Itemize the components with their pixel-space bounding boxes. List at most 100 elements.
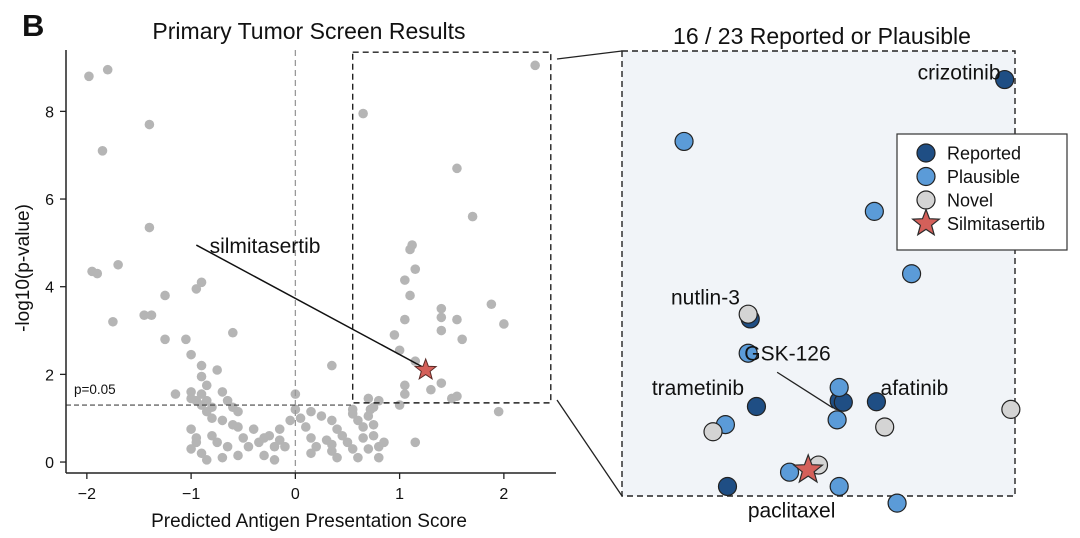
reported-point: [866, 392, 887, 412]
data-point: [486, 299, 497, 310]
data-point: [285, 415, 295, 426]
data-point: [191, 433, 202, 443]
data-point: [493, 406, 504, 417]
drug-label: crizotinib: [918, 62, 1001, 85]
data-point: [394, 345, 405, 356]
y-tick-label: 4: [45, 280, 54, 297]
drug-label: nutlin-3: [671, 287, 740, 310]
data-point: [379, 437, 389, 448]
data-point: [217, 415, 228, 426]
data-point: [212, 365, 222, 375]
data-point: [436, 378, 447, 388]
plausible-point: [887, 493, 907, 513]
data-point: [295, 413, 306, 424]
data-point: [467, 211, 478, 222]
reported-point: [717, 476, 738, 497]
x-tick-label: −1: [182, 486, 200, 503]
data-point: [327, 415, 337, 426]
y-tick-label: 2: [45, 367, 54, 384]
data-point: [363, 444, 374, 454]
data-point: [436, 312, 447, 323]
highlight-leader-line: [195, 244, 424, 368]
legend-entry-label: Novel: [947, 191, 993, 211]
drug-label: afatinib: [881, 377, 949, 400]
data-point: [400, 389, 410, 399]
data-point: [400, 275, 410, 285]
plausible-point: [864, 201, 884, 221]
legend-entry-label: Reported: [947, 144, 1021, 164]
y-tick-label: 0: [45, 455, 54, 472]
x-tick-label: 0: [291, 486, 300, 503]
legend-plausible-icon: [916, 166, 936, 187]
data-point: [144, 222, 155, 233]
y-tick-label: 6: [45, 192, 54, 209]
left-data-layer: [66, 50, 552, 473]
data-point: [405, 290, 415, 301]
reported-point: [746, 396, 767, 417]
data-point: [400, 380, 410, 391]
data-point: [394, 400, 405, 410]
data-point: [332, 452, 342, 463]
data-point: [373, 395, 384, 406]
volcano-plot: Primary Tumor Screen Results −2 −1 0 1 2 0 2 4 6…: [13, 18, 556, 532]
data-point: [97, 146, 108, 156]
drug-label: trametinib: [652, 377, 744, 400]
data-point: [233, 450, 243, 461]
data-point: [373, 452, 384, 463]
drug-label: GSK-126: [744, 342, 830, 365]
data-point: [264, 430, 275, 441]
data-point: [327, 446, 337, 456]
data-point: [222, 395, 233, 406]
reported-point: [995, 69, 1015, 90]
y-tick-label: 8: [45, 104, 54, 121]
plausible-point: [829, 476, 849, 497]
data-point: [186, 424, 196, 434]
x-tick-label: 2: [499, 486, 508, 503]
data-point: [248, 424, 259, 434]
data-point: [228, 327, 238, 338]
plausible-point: [779, 462, 800, 482]
data-point: [160, 334, 170, 345]
right-data-layer: [674, 69, 1021, 513]
data-point: [196, 277, 207, 288]
data-point: [400, 314, 410, 325]
left-x-label: Predicted Antigen Presentation Score: [151, 511, 467, 532]
data-point: [316, 411, 327, 421]
data-point: [269, 455, 280, 465]
data-point: [269, 441, 280, 452]
plausible-point: [827, 410, 847, 430]
data-point: [201, 380, 212, 391]
data-point: [457, 334, 467, 345]
data-point: [207, 430, 217, 441]
data-point: [196, 448, 207, 459]
legend-entry-label: Silmitasertib: [947, 214, 1045, 234]
plausible-point: [738, 343, 758, 363]
data-point: [84, 71, 94, 82]
legend-reported-icon: [916, 143, 936, 163]
data-point: [332, 424, 342, 434]
data-point: [201, 455, 212, 465]
left-y-label: -log10(p-value): [13, 204, 34, 332]
data-point: [160, 290, 170, 301]
data-point: [243, 441, 254, 452]
data-point: [186, 393, 196, 404]
novel-point: [738, 304, 758, 324]
x-tick-label: −2: [78, 486, 96, 503]
data-point: [207, 413, 217, 424]
data-point: [363, 393, 374, 404]
legend: Reported Plausible Novel Silmitasertib: [896, 133, 1068, 251]
data-point: [410, 437, 421, 448]
plausible-point: [674, 131, 694, 152]
data-point: [368, 419, 379, 430]
zoom-panel-frame: [621, 50, 1016, 497]
data-point: [186, 349, 196, 360]
right-title: 16 / 23 Reported or Plausible: [673, 23, 971, 49]
data-point: [233, 406, 243, 417]
data-point: [201, 395, 212, 406]
zoom-panel: 16 / 23 Reported or Plausible crizotinib…: [621, 23, 1068, 523]
legend-star-icon: [911, 207, 941, 237]
data-point: [358, 433, 368, 443]
x-tick-label: 1: [395, 486, 404, 503]
data-point: [259, 450, 269, 461]
